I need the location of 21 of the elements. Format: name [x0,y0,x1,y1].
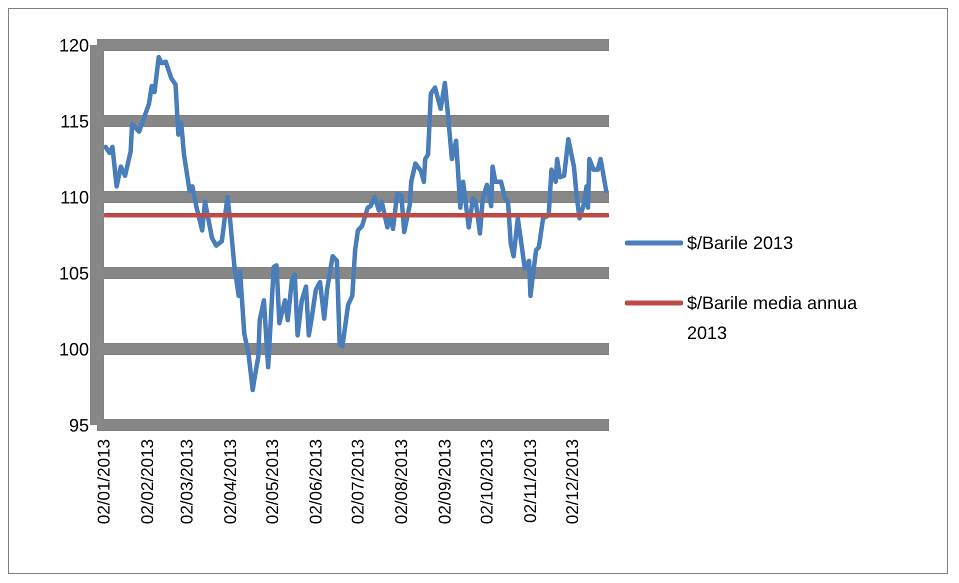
y-tick-label: 105 [58,263,89,284]
x-tick-label: 02/09/2013 [435,439,454,524]
x-tick-label: 02/03/2013 [177,439,196,524]
x-tick-label: 02/06/2013 [306,439,326,524]
x-tick-label: 02/05/2013 [262,439,282,524]
x-tick-label: 02/10/2013 [477,439,496,524]
x-tick-label: 02/07/2013 [348,439,368,524]
x-tick-label: 02/01/2013 [94,439,114,524]
y-tick-label: 110 [60,187,89,208]
x-tick-label: 02/02/2013 [138,439,157,524]
x-tick-label: 02/12/2013 [563,439,582,524]
line-series [103,54,608,392]
y-tick-label: 120 [58,35,89,56]
y-tick-label: 95 [68,415,89,436]
y-tick-label: 115 [60,111,89,132]
x-tick-label: 02/11/2013 [520,439,540,523]
legend-label: $/Barile 2013 [687,232,794,255]
x-tick-label: 02/08/2013 [392,439,411,524]
legend-label: $/Barile media annua 2013 [687,292,858,345]
x-tick-label: 02/04/2013 [220,439,240,524]
y-tick-label: 100 [58,339,89,360]
